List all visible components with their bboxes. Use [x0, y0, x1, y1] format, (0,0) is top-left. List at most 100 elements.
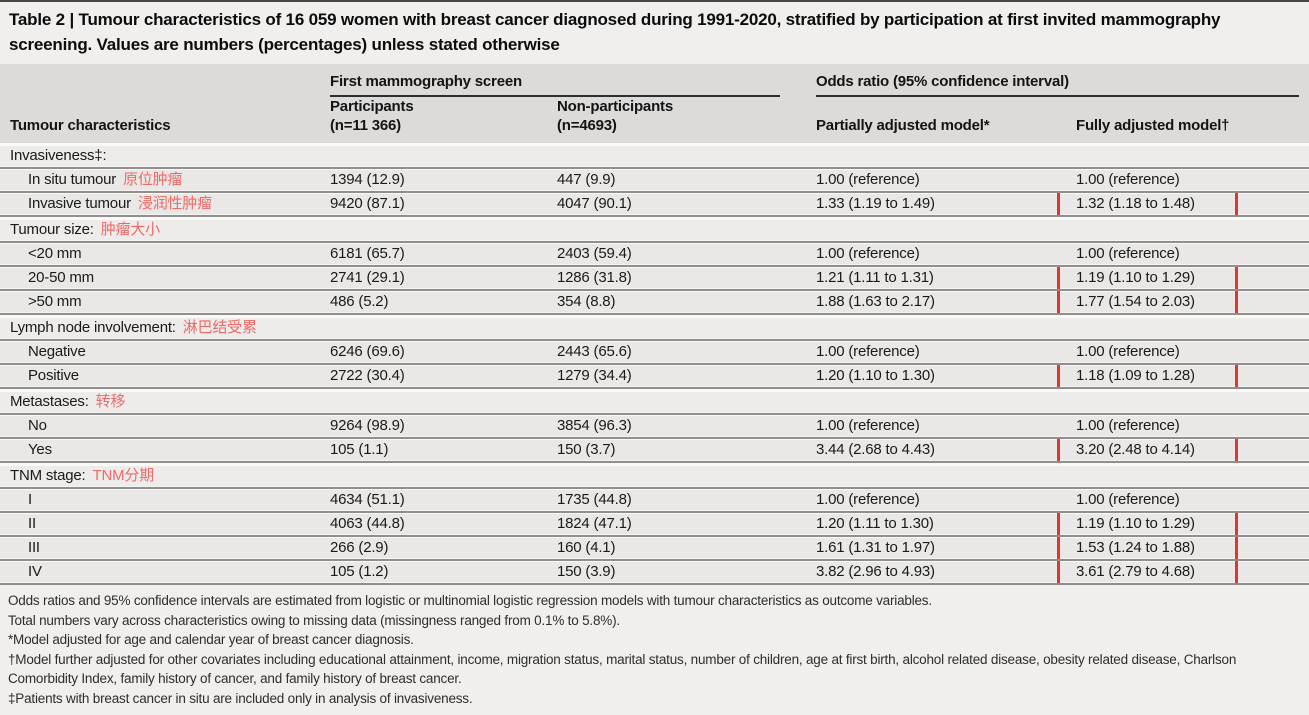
footnotes: Odds ratios and 95% confidence intervals… — [0, 585, 1309, 715]
participants-cell: 4063 (44.8) — [315, 513, 545, 537]
footnote: ‡Patients with breast cancer in situ are… — [8, 690, 473, 706]
col-header-line: Non-participants — [557, 98, 673, 115]
participants-cell: 1394 (12.9) — [315, 169, 545, 193]
row-label-cell: In situ tumour 原位肿瘤 — [0, 169, 315, 193]
row-label-text: Yes — [28, 441, 52, 458]
column-header-row: Tumour characteristics Participants (n=1… — [0, 97, 1309, 143]
row-label-text: <20 mm — [28, 245, 82, 262]
section-label-cell: Invasiveness‡: — [0, 143, 1309, 169]
fully-adjusted-cell: 1.00 (reference) — [1050, 415, 1309, 439]
non-participants-cell: 1735 (44.8) — [545, 489, 790, 513]
section-label-cell: TNM stage: TNM分期 — [0, 463, 1309, 489]
red-highlight-box — [1057, 439, 1238, 461]
red-highlight-box — [1057, 537, 1238, 559]
fully-adjusted-cell: 1.00 (reference) — [1050, 169, 1309, 193]
non-participants-cell: 2403 (59.4) — [545, 243, 790, 267]
table-row: <20 mm 6181 (65.7) 2403 (59.4) 1.00 (refere… — [0, 243, 1309, 267]
partially-adjusted-cell: 1.20 (1.10 to 1.30) — [790, 365, 1050, 389]
fully-adjusted-cell: 1.77 (1.54 to 2.03) — [1050, 291, 1309, 315]
partially-adjusted-cell: 1.00 (reference) — [790, 341, 1050, 365]
table-row: I 4634 (51.1) 1735 (44.8) 1.00 (reference) 1… — [0, 489, 1309, 513]
non-participants-cell: 354 (8.8) — [545, 291, 790, 315]
fully-adjusted-cell: 1.00 (reference) — [1050, 489, 1309, 513]
group-label: Odds ratio (95% confidence interval) — [816, 73, 1299, 97]
group-label: First mammography screen — [330, 73, 780, 97]
partially-adjusted-cell: 1.61 (1.31 to 1.97) — [790, 537, 1050, 561]
table-row: II 4063 (44.8) 1824 (47.1) 1.20 (1.11 to 1.… — [0, 513, 1309, 537]
partially-adjusted-cell: 3.82 (2.96 to 4.93) — [790, 561, 1050, 585]
partially-adjusted-cell: 1.88 (1.63 to 2.17) — [790, 291, 1050, 315]
table-body: Invasiveness‡: In situ tumour 原位肿瘤 1394 (12… — [0, 143, 1309, 585]
partially-adjusted-cell: 1.00 (reference) — [790, 415, 1050, 439]
row-label-text: Tumour size: — [10, 221, 94, 238]
row-label-cell: III — [0, 537, 315, 561]
row-label-cell: Yes — [0, 439, 315, 463]
col-header-non-participants: Non-participants (n=4693) — [545, 97, 790, 143]
footnote: Total numbers vary across characteristic… — [8, 612, 620, 628]
participants-cell: 266 (2.9) — [315, 537, 545, 561]
empty-header-cell — [0, 64, 315, 97]
participants-cell: 4634 (51.1) — [315, 489, 545, 513]
chinese-annotation: 原位肿瘤 — [123, 171, 183, 188]
section-header-row: Metastases: 转移 — [0, 389, 1309, 415]
row-label-cell: Negative — [0, 341, 315, 365]
partially-adjusted-cell: 1.21 (1.11 to 1.31) — [790, 267, 1050, 291]
red-highlight-box — [1057, 291, 1238, 313]
col-header-line: (n=11 366) — [330, 117, 401, 134]
row-label-text: III — [28, 539, 40, 556]
row-label-cell: Positive — [0, 365, 315, 389]
non-participants-cell: 4047 (90.1) — [545, 193, 790, 217]
section-header-row: TNM stage: TNM分期 — [0, 463, 1309, 489]
row-label-text: Positive — [28, 367, 79, 384]
participants-cell: 9420 (87.1) — [315, 193, 545, 217]
chinese-annotation: 转移 — [95, 393, 126, 410]
footnote: *Model adjusted for age and calendar yea… — [8, 632, 414, 647]
participants-cell: 2741 (29.1) — [315, 267, 545, 291]
row-label-cell: >50 mm — [0, 291, 315, 315]
col-header-participants: Participants (n=11 366) — [315, 97, 545, 143]
partially-adjusted-cell: 1.33 (1.19 to 1.49) — [790, 193, 1050, 217]
non-participants-cell: 2443 (65.6) — [545, 341, 790, 365]
partially-adjusted-cell: 1.00 (reference) — [790, 169, 1050, 193]
col-header-line: (n=4693) — [557, 117, 617, 134]
non-participants-cell: 1279 (34.4) — [545, 365, 790, 389]
col-header-line: Participants — [330, 98, 414, 115]
col-header-fully-adjusted: Fully adjusted model† — [1050, 97, 1309, 143]
table-row: Negative 6246 (69.6) 2443 (65.6) 1.00 (refe… — [0, 341, 1309, 365]
section-header-row: Invasiveness‡: — [0, 143, 1309, 169]
col-header-partially-adjusted: Partially adjusted model* — [790, 97, 1050, 143]
row-label-cell: IV — [0, 561, 315, 585]
row-label-cell: <20 mm — [0, 243, 315, 267]
red-highlight-box — [1057, 561, 1238, 583]
row-label-text: Lymph node involvement: — [10, 319, 176, 336]
chinese-annotation: 浸润性肿瘤 — [137, 195, 212, 212]
group-header-first-mammography: First mammography screen — [315, 64, 790, 97]
row-label-text: 20-50 mm — [28, 269, 94, 286]
fully-adjusted-cell: 1.18 (1.09 to 1.28) — [1050, 365, 1309, 389]
partially-adjusted-cell: 1.20 (1.11 to 1.30) — [790, 513, 1050, 537]
row-label-text: No — [28, 417, 47, 434]
non-participants-cell: 3854 (96.3) — [545, 415, 790, 439]
row-label-text: Invasive tumour — [28, 195, 131, 212]
participants-cell: 105 (1.1) — [315, 439, 545, 463]
participants-cell: 486 (5.2) — [315, 291, 545, 315]
row-label-text: IV — [28, 563, 42, 580]
non-participants-cell: 160 (4.1) — [545, 537, 790, 561]
non-participants-cell: 150 (3.7) — [545, 439, 790, 463]
column-group-row: First mammography screen Odds ratio (95%… — [0, 64, 1309, 97]
chinese-annotation: 淋巴结受累 — [182, 319, 257, 336]
fully-adjusted-cell: 1.00 (reference) — [1050, 243, 1309, 267]
table-row: Positive 2722 (30.4) 1279 (34.4) 1.20 (1.10… — [0, 365, 1309, 389]
participants-cell: 2722 (30.4) — [315, 365, 545, 389]
footnote: Odds ratios and 95% confidence intervals… — [8, 593, 932, 608]
non-participants-cell: 150 (3.9) — [545, 561, 790, 585]
fully-adjusted-cell: 1.53 (1.24 to 1.88) — [1050, 537, 1309, 561]
participants-cell: 9264 (98.9) — [315, 415, 545, 439]
partially-adjusted-cell: 3.44 (2.68 to 4.43) — [790, 439, 1050, 463]
partially-adjusted-cell: 1.00 (reference) — [790, 243, 1050, 267]
fully-adjusted-cell: 1.19 (1.10 to 1.29) — [1050, 513, 1309, 537]
participants-cell: 105 (1.2) — [315, 561, 545, 585]
row-label-text: I — [28, 491, 32, 508]
non-participants-cell: 447 (9.9) — [545, 169, 790, 193]
